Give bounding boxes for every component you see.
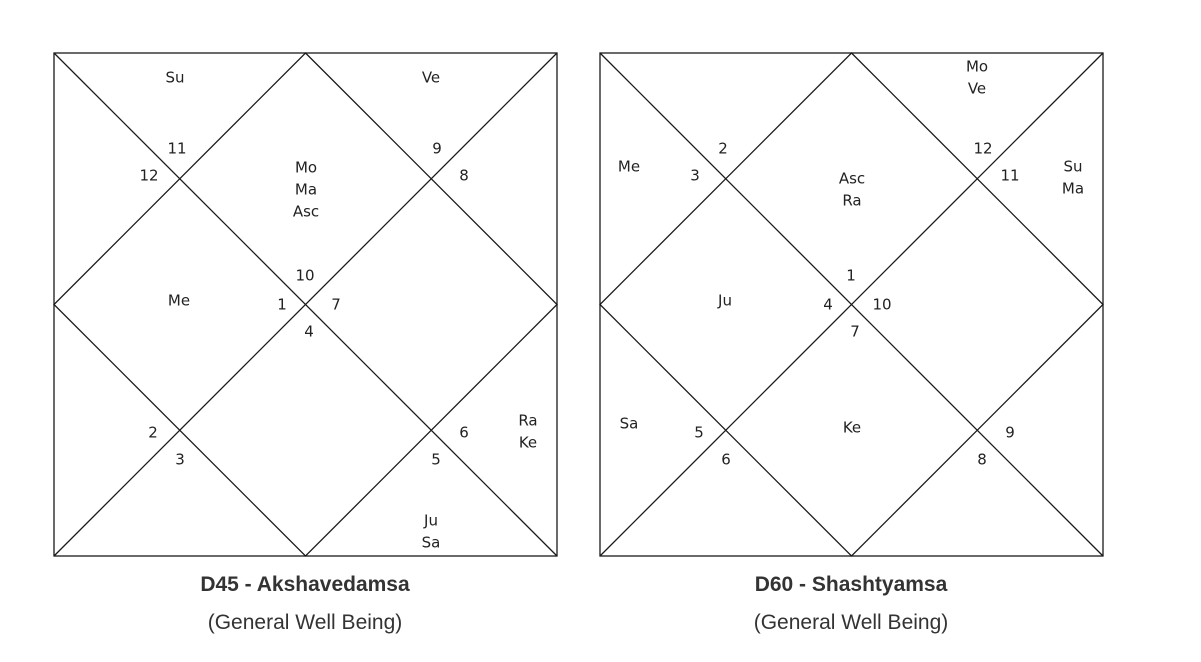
d45-planet-label: Su bbox=[165, 69, 184, 87]
d45-planet-label: Asc bbox=[293, 203, 319, 221]
d60-house-number: 6 bbox=[721, 451, 731, 469]
d45-planet-label: Ma bbox=[295, 181, 317, 199]
d45-house-number: 10 bbox=[295, 267, 314, 285]
d60-planet-label: Ju bbox=[717, 292, 732, 310]
d45-planet-label: Mo bbox=[295, 159, 317, 177]
d60-planet-label: Su bbox=[1063, 158, 1082, 176]
d60-house-number: 1 bbox=[846, 267, 856, 285]
d60-planet-label: Ra bbox=[842, 192, 861, 210]
d60-planet-label: Ke bbox=[843, 419, 861, 437]
d45-house-number: 9 bbox=[432, 140, 442, 158]
d45-house-number: 8 bbox=[459, 167, 469, 185]
d45-house-number: 5 bbox=[431, 451, 441, 469]
d45-chart-subtitle: (General Well Being) bbox=[207, 611, 403, 634]
d45-house-number: 12 bbox=[139, 167, 158, 185]
d45-planet-label: Ke bbox=[519, 434, 537, 452]
d60-planet-label: Mo bbox=[966, 58, 988, 76]
d45-planet-label: Ju bbox=[423, 512, 438, 530]
d45-inner-diamond bbox=[53, 52, 558, 557]
d60-house-number: 12 bbox=[973, 140, 992, 158]
d60-planet-label: Ma bbox=[1062, 180, 1084, 198]
d45-planet-label: Sa bbox=[422, 534, 441, 552]
d45-chart-svg: 10 Mo Ma Asc 11 Su 12 1 Me 23 4 5 Ju Sa 6 Ra Ke 7 89 Ve bbox=[53, 52, 558, 557]
d60-chart-svg: 1 Asc Ra 23 Me 4 Ju 5 Sa 6 7 Ke 89 10 11 Su Ma 12 Mo Ve bbox=[599, 52, 1104, 557]
d45-chart: 10 Mo Ma Asc 11 Su 12 1 Me 2 3 4 5 Ju Sa 6 Ra Ke 7 8 9 Ve bbox=[53, 52, 558, 557]
d60-inner-diamond bbox=[599, 52, 1104, 557]
d60-planet-label: Sa bbox=[620, 415, 639, 433]
d60-chart: 1 Asc Ra 2 3 Me 4 Ju 5 Sa 6 7 Ke 8 9 10 11 Su Ma 12 Mo Ve bbox=[599, 52, 1104, 557]
d60-house-number: 3 bbox=[690, 167, 700, 185]
d45-planet-label: Ve bbox=[422, 69, 440, 87]
d60-house-number: 10 bbox=[872, 296, 891, 314]
d45-house-number: 6 bbox=[459, 424, 469, 442]
d60-house-number: 7 bbox=[850, 323, 860, 341]
d60-house-number: 2 bbox=[718, 140, 728, 158]
d45-chart-title: D45 - Akshavedamsa bbox=[200, 573, 410, 596]
d45-diagonal-2 bbox=[53, 52, 558, 557]
d60-diagonal-2 bbox=[599, 52, 1104, 557]
d45-house-number: 4 bbox=[304, 323, 314, 341]
d45-house-number: 3 bbox=[175, 451, 185, 469]
d60-planet-label: Asc bbox=[839, 170, 865, 188]
d45-house-number: 2 bbox=[148, 424, 158, 442]
d45-house-number: 7 bbox=[331, 296, 341, 314]
d60-planet-label: Me bbox=[618, 158, 640, 176]
d45-planet-label: Ra bbox=[518, 412, 537, 430]
d45-house-number: 1 bbox=[277, 296, 287, 314]
d60-house-number: 4 bbox=[823, 296, 833, 314]
d45-house-number: 11 bbox=[167, 140, 186, 158]
d60-chart-title: D60 - Shashtyamsa bbox=[754, 573, 948, 596]
d60-house-number: 8 bbox=[977, 451, 987, 469]
d60-house-number: 9 bbox=[1005, 424, 1015, 442]
d60-chart-subtitle: (General Well Being) bbox=[753, 611, 949, 634]
d60-planet-label: Ve bbox=[968, 80, 986, 98]
d60-house-number: 5 bbox=[694, 424, 704, 442]
d45-planet-label: Me bbox=[168, 292, 190, 310]
d60-house-number: 11 bbox=[1000, 167, 1019, 185]
